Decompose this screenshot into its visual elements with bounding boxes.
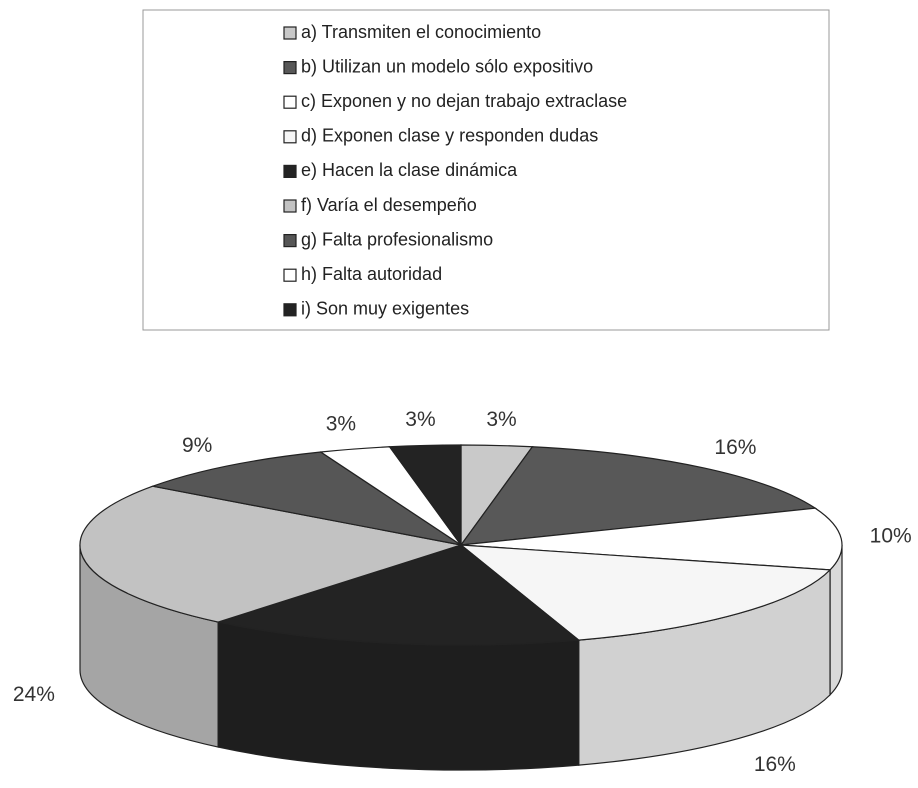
data-label: 10% — [870, 525, 912, 548]
slice — [459, 446, 817, 546]
legend-swatch — [283, 164, 297, 178]
legend-swatch — [283, 268, 297, 282]
legend-label: b) Utilizan un modelo sólo expositivo — [301, 56, 593, 76]
legend-swatch — [283, 60, 297, 75]
data-label: 16% — [754, 753, 796, 776]
slice — [215, 544, 581, 646]
data-label: 9% — [182, 434, 212, 457]
slice — [459, 544, 832, 641]
legend-label: i) Son muy exigentes — [301, 299, 469, 319]
legend-label: g) Falta profesionalismo — [301, 229, 493, 249]
slice — [388, 444, 462, 547]
legend-swatch — [283, 303, 297, 317]
slice — [79, 485, 462, 623]
data-label: 24% — [13, 683, 55, 706]
legend-label: d) Exponen clase y responden dudas — [301, 126, 598, 146]
slice — [460, 507, 843, 571]
legend-swatch — [283, 130, 297, 144]
data-label: 3% — [326, 413, 356, 436]
legend-label: a) Transmiten el conocimiento — [301, 22, 541, 42]
legend-swatch — [283, 199, 297, 213]
legend-swatch — [283, 234, 297, 248]
legend-label: f) Varía el desempeño — [301, 195, 477, 215]
slice — [150, 451, 462, 546]
legend-label: h) Falta autoridad — [301, 264, 442, 284]
legend-swatch — [283, 95, 297, 109]
legend-label: c) Exponen y no dejan trabajo extraclase — [301, 91, 627, 111]
legend-swatch — [283, 26, 297, 40]
data-label: 3% — [486, 408, 516, 431]
legend-label: e) Hacen la clase dinámica — [301, 160, 518, 180]
data-label: 3% — [405, 408, 435, 431]
legend-box — [142, 9, 830, 331]
data-label: 16% — [714, 436, 756, 459]
